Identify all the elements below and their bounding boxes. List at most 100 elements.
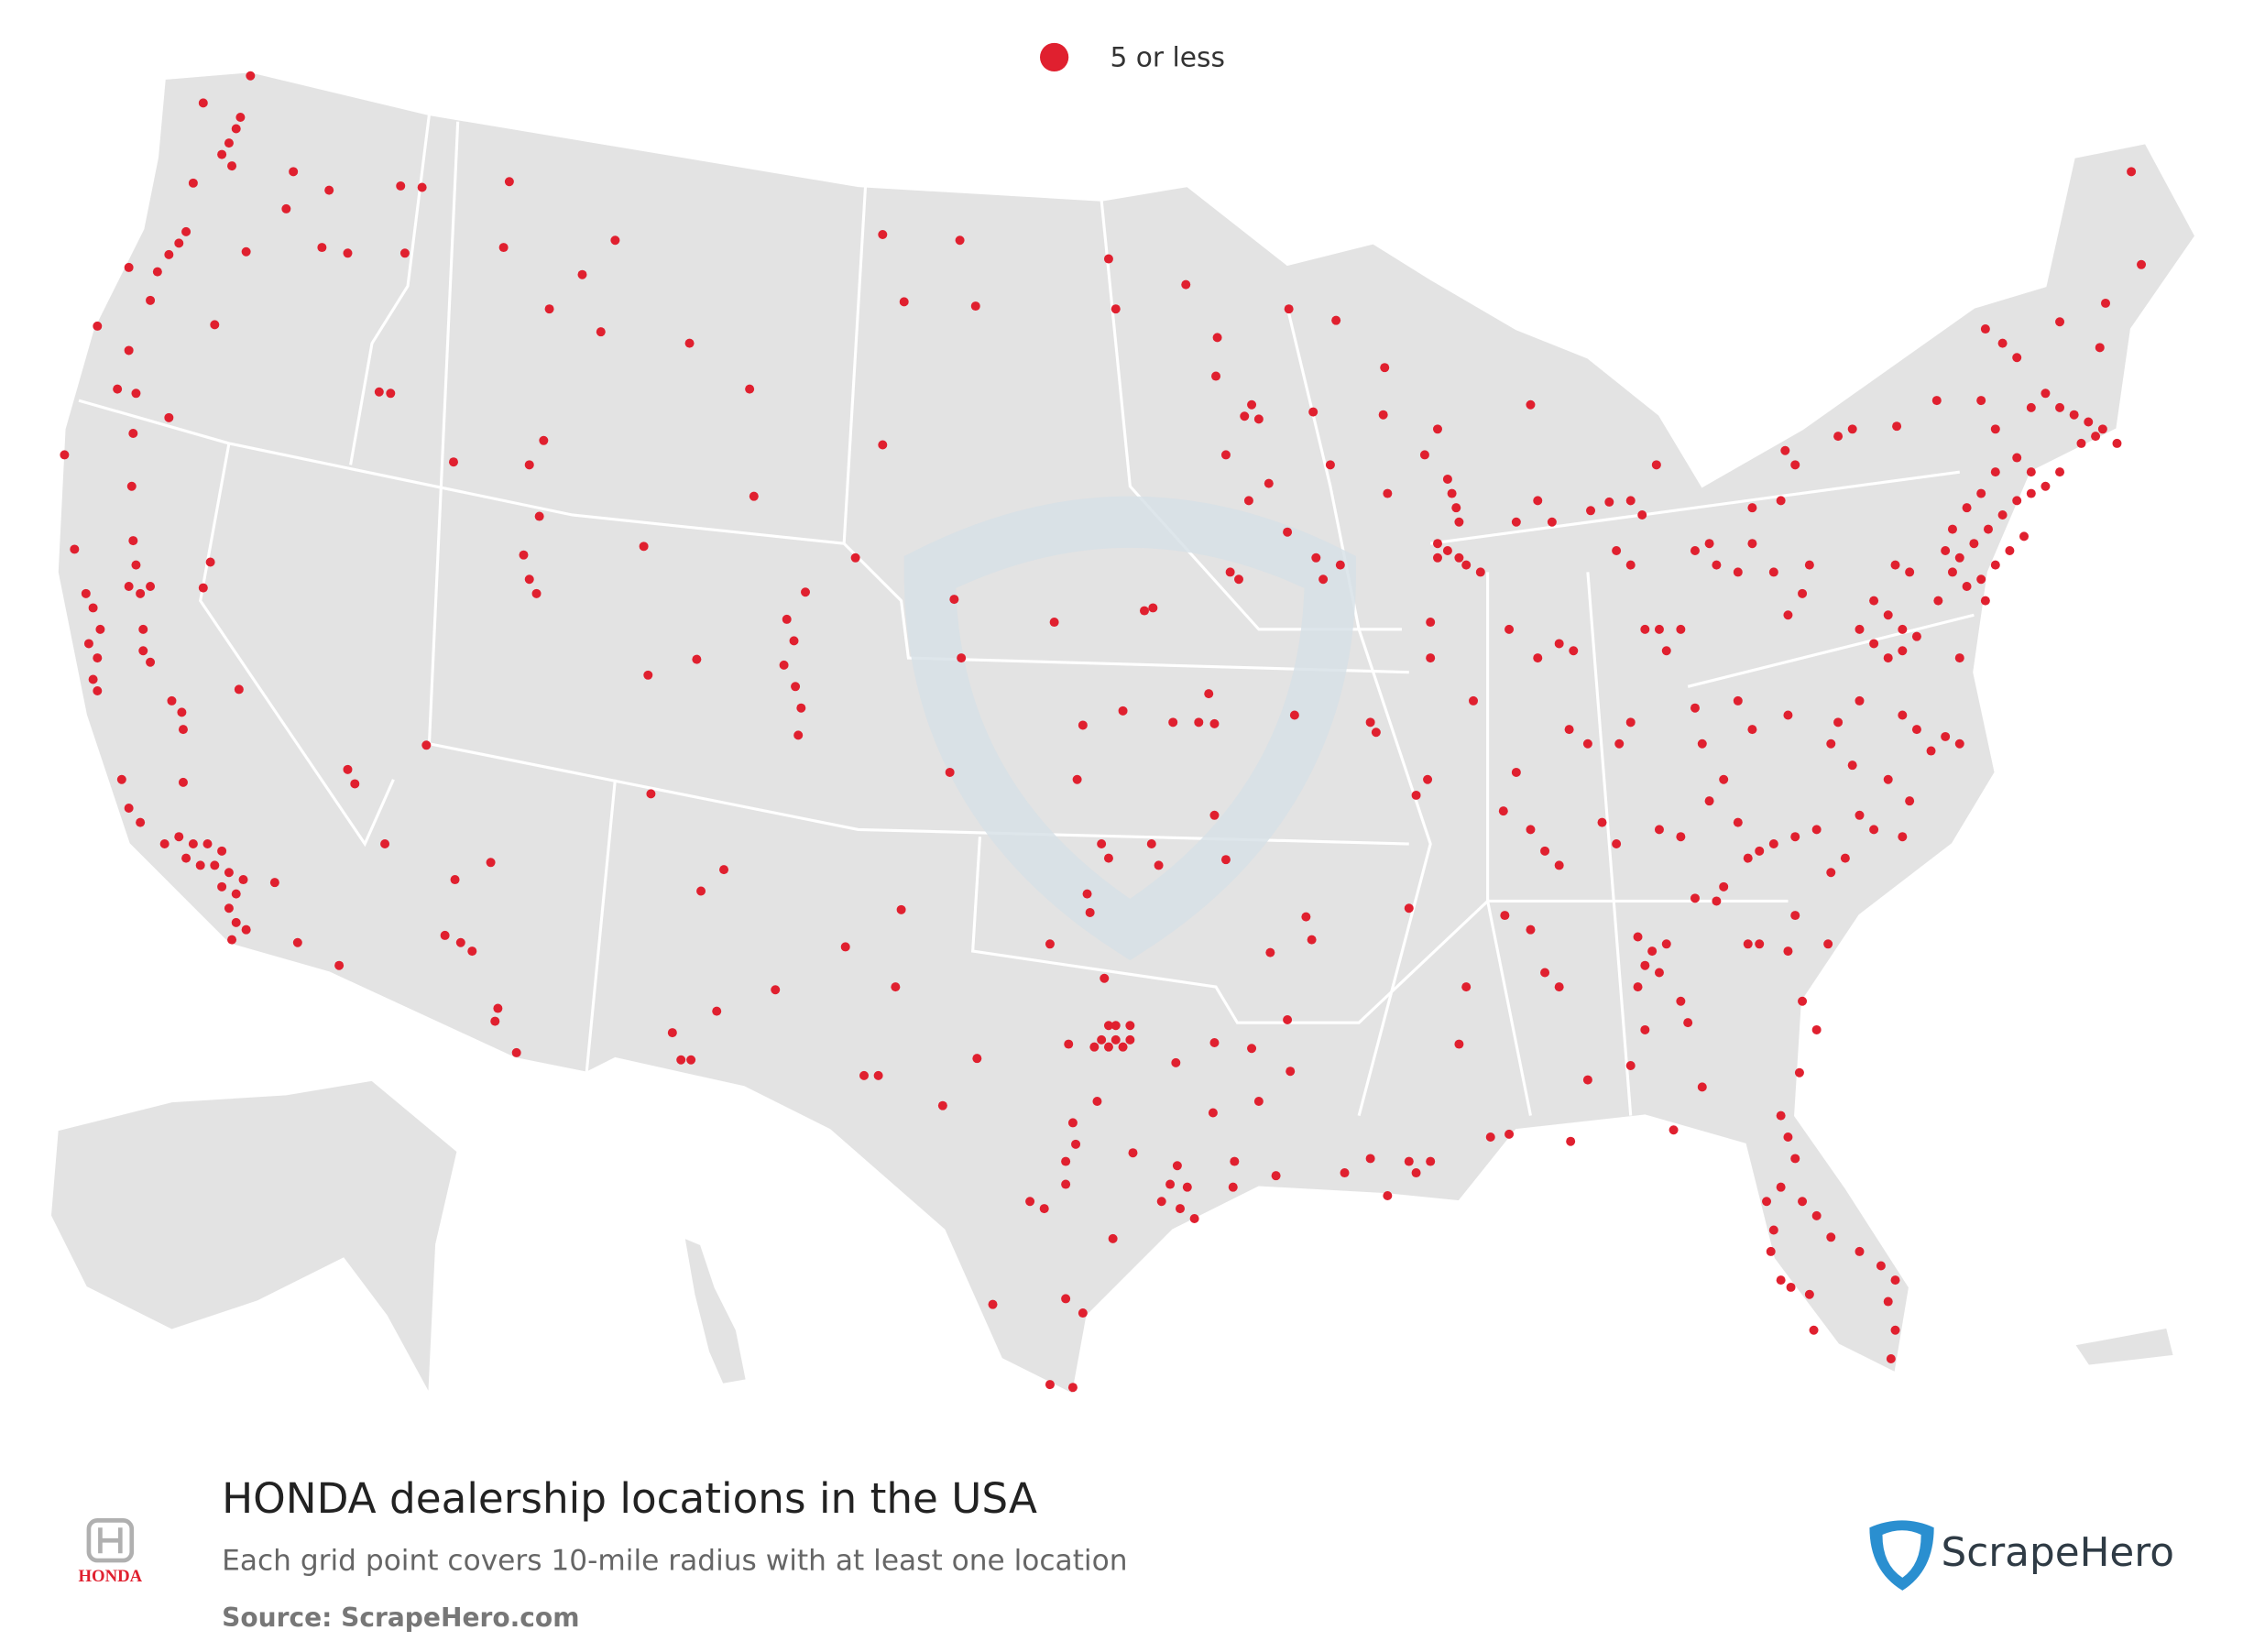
- location-dot: [1148, 603, 1158, 613]
- location-dot: [1469, 695, 1479, 706]
- location-dot: [1783, 1132, 1793, 1143]
- location-dot: [1798, 1197, 1808, 1207]
- location-dot: [1325, 460, 1335, 470]
- alaska: [49, 1078, 459, 1399]
- location-dot: [1172, 1161, 1182, 1171]
- location-dot: [131, 560, 141, 570]
- location-dot: [1762, 1197, 1772, 1207]
- location-dot: [1335, 560, 1345, 570]
- location-dot: [1103, 1042, 1113, 1052]
- location-dot: [596, 327, 606, 337]
- location-dot: [1883, 774, 1893, 784]
- publisher-name: ScrapeHero: [1941, 1529, 2174, 1576]
- location-dot: [1905, 796, 1915, 806]
- brand-logo-text: HONDA: [79, 1567, 143, 1586]
- location-dot: [1569, 646, 1579, 656]
- location-dot: [2137, 259, 2147, 269]
- location-dot: [2084, 417, 2094, 427]
- location-dot: [1194, 717, 1204, 728]
- location-dot: [937, 1100, 947, 1110]
- location-dot: [1890, 1275, 1900, 1285]
- location-dot: [771, 985, 781, 995]
- location-dot: [1511, 517, 1521, 527]
- location-dot: [1311, 552, 1321, 563]
- location-dot: [1847, 424, 1857, 434]
- location-dot: [1876, 1261, 1886, 1271]
- location-dot: [896, 904, 906, 914]
- location-dot: [334, 960, 345, 970]
- location-dot: [779, 660, 789, 670]
- location-dot: [1118, 1042, 1128, 1052]
- location-dot: [124, 345, 134, 356]
- location-dot: [210, 860, 220, 870]
- location-dot: [1855, 810, 1865, 820]
- location-dot: [1747, 725, 1757, 735]
- location-dot: [1504, 624, 1515, 634]
- location-dot: [241, 924, 251, 935]
- location-dot: [1533, 496, 1543, 506]
- location-dot: [1811, 825, 1822, 835]
- location-dot: [1243, 496, 1253, 506]
- location-dot: [859, 1070, 870, 1080]
- location-dot: [350, 779, 360, 789]
- location-dot: [1651, 460, 1661, 470]
- legend-label: 5 or less: [1111, 41, 1225, 73]
- location-dot: [524, 574, 534, 585]
- location-dot: [450, 875, 460, 885]
- location-dot: [95, 624, 105, 634]
- location-dot: [1168, 717, 1178, 728]
- location-dot: [1947, 524, 1957, 534]
- location-dot: [610, 235, 620, 246]
- location-dot: [1855, 624, 1865, 634]
- location-dot: [1209, 810, 1220, 820]
- location-dot: [1612, 839, 1622, 849]
- location-dot: [93, 685, 103, 695]
- location-dot: [1225, 567, 1235, 577]
- location-dot: [1804, 560, 1814, 570]
- location-dot: [511, 1047, 521, 1057]
- location-dot: [899, 297, 909, 307]
- location-dot: [1898, 646, 1908, 656]
- location-dot: [126, 481, 137, 491]
- location-dot: [1100, 973, 1110, 983]
- location-dot: [972, 1054, 982, 1064]
- location-dot: [1747, 503, 1757, 513]
- location-dot: [646, 789, 656, 799]
- location-dot: [198, 583, 208, 593]
- location-dot: [1540, 968, 1550, 978]
- location-dot: [1271, 1171, 1281, 1181]
- location-dot: [2076, 438, 2086, 448]
- location-dot: [1426, 1156, 1436, 1166]
- location-dot: [231, 124, 241, 134]
- location-dot: [891, 982, 901, 992]
- location-dot: [493, 1003, 503, 1013]
- location-dot: [676, 1055, 686, 1065]
- location-dot: [1898, 710, 1908, 720]
- location-dot: [380, 839, 390, 849]
- location-dot: [1526, 825, 1536, 835]
- location-dot: [1082, 889, 1092, 899]
- location-dot: [1045, 939, 1055, 949]
- location-dot: [1209, 718, 1220, 728]
- location-dot: [1683, 1018, 1693, 1028]
- location-dot: [93, 653, 103, 663]
- location-dot: [224, 138, 234, 148]
- location-dot: [1869, 639, 1879, 649]
- state-borders: [78, 114, 1975, 1117]
- location-dot: [1331, 315, 1341, 325]
- location-dot: [1826, 1232, 1836, 1242]
- location-dot: [2026, 467, 2036, 477]
- location-dot: [2097, 424, 2107, 434]
- location-dot: [1783, 610, 1793, 620]
- location-dot: [789, 636, 799, 646]
- location-dot: [1661, 646, 1671, 656]
- location-dot: [202, 839, 213, 849]
- footer-title: HONDA dealership locations in the USA: [222, 1474, 1037, 1523]
- location-dot: [136, 817, 146, 827]
- location-dot: [124, 262, 134, 272]
- location-dot: [957, 653, 967, 663]
- location-dot: [1378, 410, 1388, 420]
- location-dot: [1286, 1067, 1296, 1077]
- location-dot: [878, 230, 888, 240]
